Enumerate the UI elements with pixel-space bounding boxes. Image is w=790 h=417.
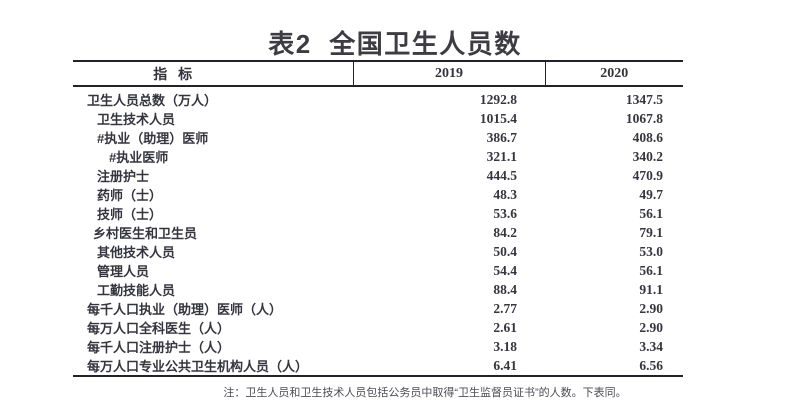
table-row: 药师（士） 48.3 49.7 (73, 185, 683, 204)
row-label: 注册护士 (97, 169, 150, 184)
row-label: #执业（助理）医师 (97, 131, 209, 146)
table-row: 注册护士 444.5 470.9 (73, 166, 683, 185)
header-row: 指 标 2019 2020 (73, 60, 683, 87)
value-2020: 53.0 (639, 243, 663, 259)
row-label: 技师（士） (97, 207, 163, 222)
value-2020: 3.34 (639, 338, 663, 354)
table-row: 工勤技能人员 88.4 91.1 (73, 280, 683, 299)
row-label: 管理人员 (97, 264, 150, 279)
table-title: 表2 全国卫生人员数 (268, 29, 522, 59)
value-2019: 1292.8 (479, 91, 517, 107)
column-header-2019: 2019 (352, 60, 545, 87)
table-row: 每千人口注册护士（人） 3.18 3.34 (73, 337, 683, 356)
value-2019: 3.18 (493, 338, 517, 354)
table-row: 每万人口全科医生（人） 2.61 2.90 (73, 318, 683, 337)
value-2019: 6.41 (353, 356, 545, 377)
table-row: 每万人口专业公共卫生机构人员（人） 6.41 6.56 (73, 356, 683, 377)
column-header-indicator: 指 标 (73, 60, 353, 87)
value-2019: 1015.4 (479, 110, 517, 126)
row-label: 其他技术人员 (97, 245, 176, 260)
row-label: 卫生技术人员 (97, 112, 176, 127)
value-2019: 2.61 (493, 319, 517, 335)
value-2019: 48.3 (493, 186, 517, 202)
value-2020: 340.2 (632, 148, 663, 164)
table-row: 卫生人员总数（万人） 1292.8 1347.5 (73, 86, 683, 109)
value-2019: 444.5 (486, 167, 517, 183)
value-2020: 470.9 (632, 167, 663, 183)
value-2020: 49.7 (639, 186, 663, 202)
row-label: 乡村医生和卫生员 (93, 226, 198, 241)
value-2020: 1347.5 (625, 91, 663, 107)
row-label: 每千人口执业（助理）医师（人） (87, 302, 283, 317)
value-2019: 88.4 (493, 281, 517, 297)
table-row: 乡村医生和卫生员 84.2 79.1 (73, 223, 683, 242)
value-2019: 53.6 (493, 205, 517, 221)
table-row: 其他技术人员 50.4 53.0 (73, 242, 683, 261)
value-2019: 50.4 (493, 243, 517, 259)
table-row: #执业（助理）医师 386.7 408.6 (73, 128, 683, 147)
column-header-2020: 2020 (544, 60, 683, 87)
value-2020: 408.6 (632, 129, 663, 145)
row-label: #执业医师 (109, 150, 169, 165)
value-2020: 91.1 (639, 281, 663, 297)
row-label: 药师（士） (97, 188, 163, 203)
value-2019: 54.4 (493, 262, 517, 278)
value-2019: 386.7 (486, 129, 517, 145)
value-2020: 2.90 (639, 300, 663, 316)
value-2020: 6.56 (545, 356, 683, 377)
table-row: 技师（士） 53.6 56.1 (73, 204, 683, 223)
value-2019: 2.77 (493, 300, 517, 316)
footnote: 注：卫生人员和卫生技术人员包括公务员中取得“卫生监督员证书”的人数。下表同。 (223, 387, 627, 399)
value-2020: 56.1 (639, 205, 663, 221)
health-personnel-table: 指 标 2019 2020 卫生人员总数（万人） 1292.8 1347.5 卫… (73, 60, 683, 377)
value-2019: 84.2 (493, 224, 517, 240)
row-label: 工勤技能人员 (97, 283, 176, 298)
table-row: 管理人员 54.4 56.1 (73, 261, 683, 280)
row-label: 每万人口全科医生（人） (87, 321, 231, 336)
value-2020: 2.90 (639, 319, 663, 335)
value-2020: 1067.8 (625, 110, 663, 126)
value-2020: 56.1 (639, 262, 663, 278)
table-row: 卫生技术人员 1015.4 1067.8 (73, 109, 683, 128)
row-label: 卫生人员总数（万人） (87, 93, 218, 108)
value-2019: 321.1 (486, 148, 517, 164)
row-label: 每万人口专业公共卫生机构人员（人） (73, 356, 353, 377)
table-row: 每千人口执业（助理）医师（人） 2.77 2.90 (73, 299, 683, 318)
table-row: #执业医师 321.1 340.2 (73, 147, 683, 166)
value-2020: 79.1 (639, 224, 663, 240)
row-label: 每千人口注册护士（人） (87, 340, 231, 355)
